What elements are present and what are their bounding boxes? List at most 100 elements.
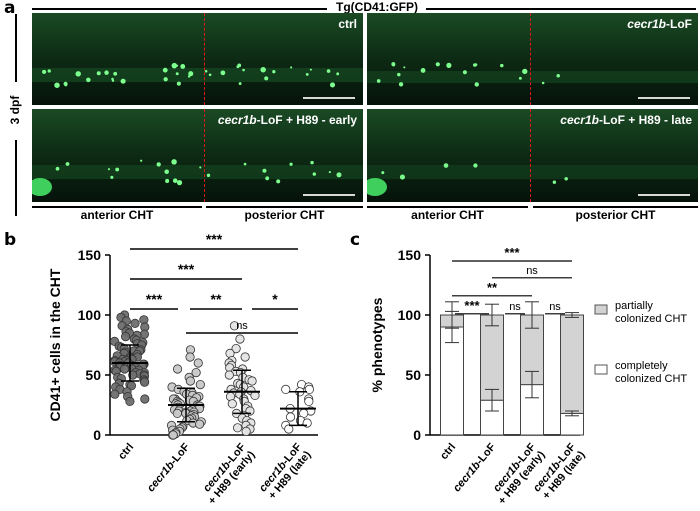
category-label: cecr1b-LoF <box>145 441 192 494</box>
gfp-cell <box>113 71 118 76</box>
gfp-cell <box>104 70 109 75</box>
scale-bar <box>303 97 355 99</box>
gfp-cell <box>473 63 477 67</box>
significance-label: *** <box>146 291 163 307</box>
region-label-anterior-2: anterior CHT <box>411 208 484 222</box>
data-point <box>240 352 250 362</box>
side-bracket-line-bottom <box>15 140 17 216</box>
svg-text:ctrl: ctrl <box>116 441 136 462</box>
significance-label: ** <box>487 280 498 295</box>
legend-label: partially <box>615 300 653 312</box>
gfp-cell <box>473 163 478 168</box>
gfp-cell <box>162 67 168 73</box>
fluorescence-signal <box>32 109 363 202</box>
gfp-cell <box>208 73 212 77</box>
significance-label: ns <box>526 265 538 277</box>
gfp-cell <box>397 72 401 77</box>
gfp-cell <box>443 163 449 168</box>
region-bracket-3 <box>367 206 528 208</box>
svg-text:ctrl: ctrl <box>438 441 458 462</box>
gfp-cell <box>180 64 186 69</box>
gfp-cell <box>206 173 211 178</box>
data-point <box>140 394 150 404</box>
data-point <box>140 377 150 387</box>
significance-label: * <box>272 291 278 307</box>
data-point <box>195 380 205 390</box>
category-label: cecr1b-LoF+ H89 (early) <box>201 441 258 507</box>
gfp-cell <box>518 76 522 80</box>
category-label: cecr1b-LoF+ H89 (late) <box>257 441 314 502</box>
gfp-cell <box>326 69 331 73</box>
category-label: ctrl <box>116 441 136 462</box>
bar-partially <box>560 314 584 414</box>
gfp-cell <box>392 63 395 67</box>
significance-label: *** <box>178 261 195 277</box>
gfp-cell <box>474 82 479 87</box>
gfp-cell <box>86 77 91 83</box>
gfp-cell <box>290 66 293 69</box>
region-bracket-4 <box>533 206 698 208</box>
bar-partially <box>480 314 504 401</box>
gfp-cell <box>312 172 317 176</box>
panel-b-letter: b <box>4 230 17 250</box>
gfp-cell <box>305 73 309 76</box>
data-point <box>120 332 131 342</box>
significance-label: ** <box>211 291 222 307</box>
gfp-cell <box>376 79 381 83</box>
divider-line <box>530 13 531 105</box>
header-bracket-line <box>32 8 327 10</box>
data-point <box>241 426 251 436</box>
significance-label: *** <box>206 231 223 247</box>
gfp-cell <box>337 174 341 177</box>
gfp-cell <box>564 177 568 181</box>
data-point <box>229 321 240 331</box>
gfp-cell <box>163 77 168 82</box>
gfp-cell <box>156 162 161 167</box>
y-tick-label: 100 <box>78 307 102 323</box>
data-point <box>185 376 196 386</box>
gfp-cell <box>220 70 226 76</box>
gfp-cell <box>120 78 126 84</box>
region-bracket-1 <box>32 206 202 208</box>
gfp-cell <box>420 67 426 73</box>
y-tick-label: 50 <box>405 367 421 383</box>
scale-bar <box>638 194 690 196</box>
gfp-cell <box>265 176 270 181</box>
micrograph-h89-early: cecr1b-LoF + H89 - early <box>32 109 363 202</box>
image-label: cecr1b-LoF <box>627 17 692 31</box>
data-point <box>227 399 237 409</box>
scale-bar <box>638 97 690 99</box>
bar-completely <box>440 326 464 436</box>
data-point <box>172 364 183 374</box>
legend-label: colonized CHT <box>615 313 687 325</box>
gfp-cell <box>236 65 240 69</box>
gfp-cell <box>381 171 385 175</box>
gfp-cell <box>522 68 528 75</box>
gfp-cell <box>176 81 181 86</box>
panel-a-letter: a <box>4 0 16 18</box>
gfp-cell <box>262 168 267 173</box>
gfp-cell <box>107 168 111 171</box>
gfp-cell <box>175 72 179 76</box>
gfp-cell <box>111 79 115 82</box>
gfp-cell <box>310 160 314 165</box>
gfp-cell <box>399 174 405 180</box>
gfp-cell <box>171 159 177 165</box>
gfp-cell <box>243 162 247 166</box>
data-point <box>191 368 201 378</box>
y-tick-label: 0 <box>93 427 101 443</box>
gfp-cell <box>188 71 194 77</box>
gfp-cell <box>398 82 404 87</box>
fluorescence-signal <box>32 13 363 105</box>
gfp-cell <box>75 71 81 77</box>
data-point <box>168 430 178 440</box>
data-point <box>172 408 182 418</box>
side-label: 3 dpf <box>8 95 22 125</box>
divider-line <box>204 109 205 202</box>
data-point <box>231 344 241 354</box>
data-point <box>193 358 203 368</box>
header-bracket-line-right <box>426 8 696 10</box>
data-point <box>235 334 245 344</box>
panel-a-header: Tg(CD41:GFP) <box>336 0 418 14</box>
